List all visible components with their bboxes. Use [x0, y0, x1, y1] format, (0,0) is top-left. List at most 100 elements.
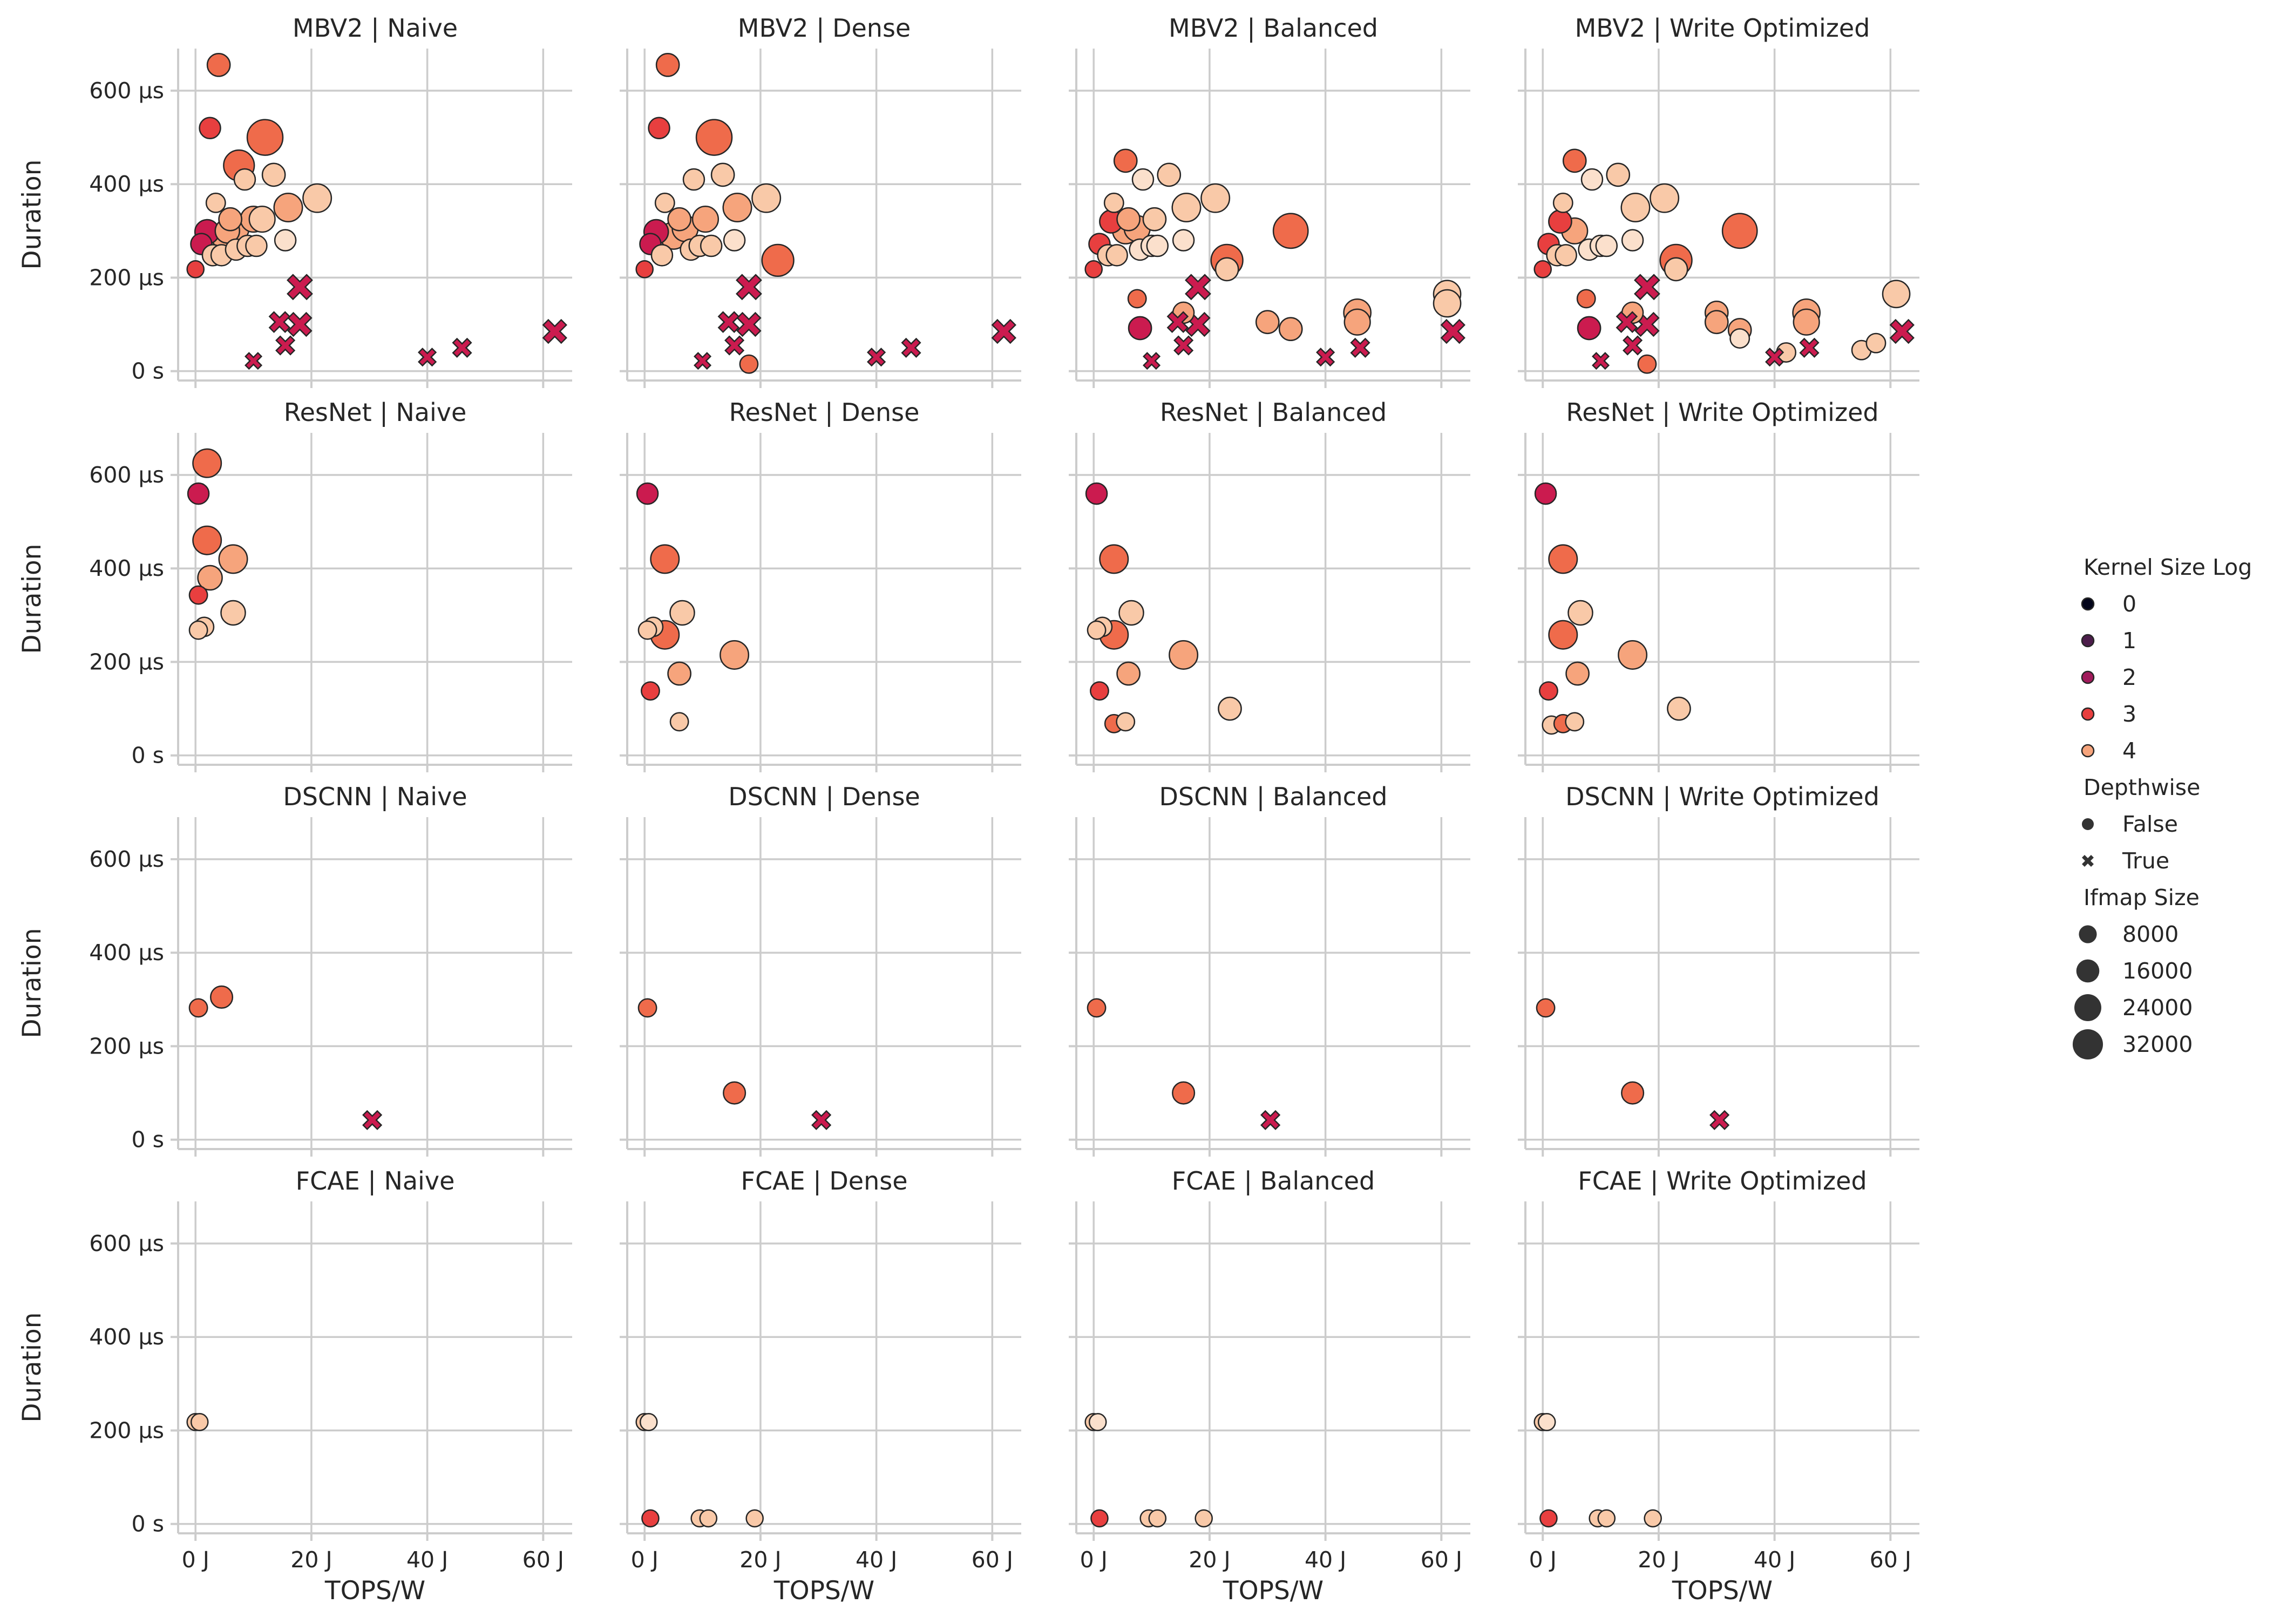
data-point-circle [1721, 213, 1758, 249]
data-point-circle [1618, 640, 1648, 670]
data-point-circle [723, 1081, 747, 1105]
data-point-circle [1621, 229, 1644, 252]
data-point-circle [1195, 1509, 1213, 1528]
data-point-circle [1433, 289, 1462, 318]
panel-mbv2-naive: MBV2 | Naive 0 s 200 μs 400 μs 600 μs Duratio… [17, 13, 572, 388]
data-point-circle [209, 985, 234, 1009]
panel-title: ResNet | Dense [729, 398, 920, 427]
data-point-x-marker [542, 318, 567, 344]
data-point-circle [1548, 544, 1578, 574]
data-point-x-marker [1316, 348, 1335, 367]
legend-size-marker [2079, 925, 2097, 943]
panel-mbv2-dense: MBV2 | Dense [620, 13, 1021, 388]
data-point-circle [722, 193, 752, 223]
data-point-circle [188, 620, 208, 640]
data-point-circle [1090, 1509, 1109, 1528]
data-point-circle [648, 117, 670, 140]
x-axis-label: TOPS/W [773, 1576, 874, 1606]
legend-hue-swatch [2081, 744, 2095, 758]
x-axis-label: TOPS/W [1223, 1576, 1324, 1606]
data-point-circle [1567, 600, 1593, 626]
data-point-x-marker [287, 274, 313, 301]
data-point-x-marker [901, 337, 921, 358]
panel-title: FCAE | Balanced [1172, 1166, 1375, 1196]
data-point-circle [273, 193, 303, 223]
x-axis-label: TOPS/W [324, 1576, 425, 1606]
x-tick-label: 20 J [739, 1547, 781, 1573]
legend-hue-swatch [2081, 634, 2095, 648]
data-point-x-marker [811, 1110, 832, 1130]
data-point-x-marker [1623, 335, 1643, 356]
data-point-circle [1171, 193, 1202, 223]
data-point-circle [1218, 696, 1242, 721]
data-point-circle [1562, 148, 1587, 173]
data-point-x-marker [1889, 318, 1915, 344]
panel-title: DSCNN | Balanced [1159, 782, 1388, 812]
legend-circle-marker [2082, 818, 2094, 830]
data-point-circle [1595, 234, 1618, 257]
panel-dscnn-write-optimized: DSCNN | Write Optimized [1518, 782, 1919, 1157]
legend-size-marker [2074, 994, 2101, 1021]
data-point-circle [1793, 308, 1820, 336]
data-point-circle [691, 206, 720, 233]
data-point-x-marker [1616, 311, 1638, 334]
y-tick-label: 200 μs [89, 649, 164, 675]
data-point-x-marker [694, 352, 712, 370]
data-point-circle [1552, 192, 1573, 213]
legend-size-label: 8000 [2122, 921, 2179, 947]
panel-resnet-naive: ResNet | Naive 0 s 200 μs 400 μs 600 μs Durat… [17, 398, 572, 772]
y-tick-label: 200 μs [89, 264, 164, 290]
data-point-circle [635, 260, 654, 278]
x-tick-label: 20 J [1189, 1547, 1230, 1573]
data-point-circle [1606, 162, 1631, 187]
data-point-x-marker [717, 311, 740, 334]
data-point-circle [188, 585, 208, 605]
data-point-circle [1087, 620, 1107, 640]
data-point-circle [1537, 1413, 1556, 1431]
data-point-circle [1116, 207, 1141, 232]
data-point-circle [761, 243, 795, 277]
panel-title: FCAE | Naive [296, 1166, 455, 1196]
data-point-circle [700, 234, 723, 257]
data-point-circle [186, 260, 205, 278]
data-point-circle [302, 183, 332, 213]
data-point-circle [637, 620, 657, 640]
data-point-circle [654, 192, 675, 213]
data-point-x-marker [991, 318, 1016, 344]
y-tick-label: 0 s [132, 1127, 164, 1153]
data-point-circle [1533, 260, 1552, 278]
data-point-circle [233, 168, 256, 191]
data-point-x-marker [736, 311, 762, 337]
data-point-x-marker [724, 335, 745, 356]
x-tick-label: 40 J [856, 1547, 897, 1573]
panel-title: DSCNN | Dense [728, 782, 920, 812]
panel-dscnn-naive: DSCNN | Naive 0 s 200 μs 400 μs 600 μs Durati… [17, 782, 572, 1157]
data-point-circle [1580, 168, 1604, 191]
data-point-circle [274, 229, 297, 252]
legend-hue-label: 2 [2122, 664, 2136, 690]
data-point-x-marker [1765, 348, 1784, 367]
y-axis-label: Duration [17, 159, 47, 269]
data-point-circle [655, 52, 680, 77]
data-point-circle [1116, 712, 1136, 732]
data-point-circle [246, 119, 284, 156]
data-point-x-marker [245, 352, 263, 370]
data-point-circle [1172, 1081, 1196, 1105]
x-tick-label: 40 J [1754, 1547, 1795, 1573]
panel-mbv2-write-optimized: MBV2 | Write Optimized [1518, 13, 1919, 388]
data-point-circle [1214, 257, 1239, 282]
data-point-circle [636, 482, 659, 505]
y-tick-label: 200 μs [89, 1033, 164, 1059]
data-point-circle [192, 525, 222, 555]
x-tick-label: 60 J [522, 1547, 564, 1573]
y-tick-label: 400 μs [89, 171, 164, 197]
data-point-x-marker [736, 274, 762, 301]
data-point-circle [667, 661, 691, 686]
data-point-circle [751, 183, 782, 213]
data-point-x-marker [1166, 311, 1189, 334]
data-point-x-marker [1173, 335, 1194, 356]
data-point-circle [245, 234, 268, 257]
data-point-circle [1882, 280, 1911, 309]
data-point-circle [1621, 1081, 1645, 1105]
